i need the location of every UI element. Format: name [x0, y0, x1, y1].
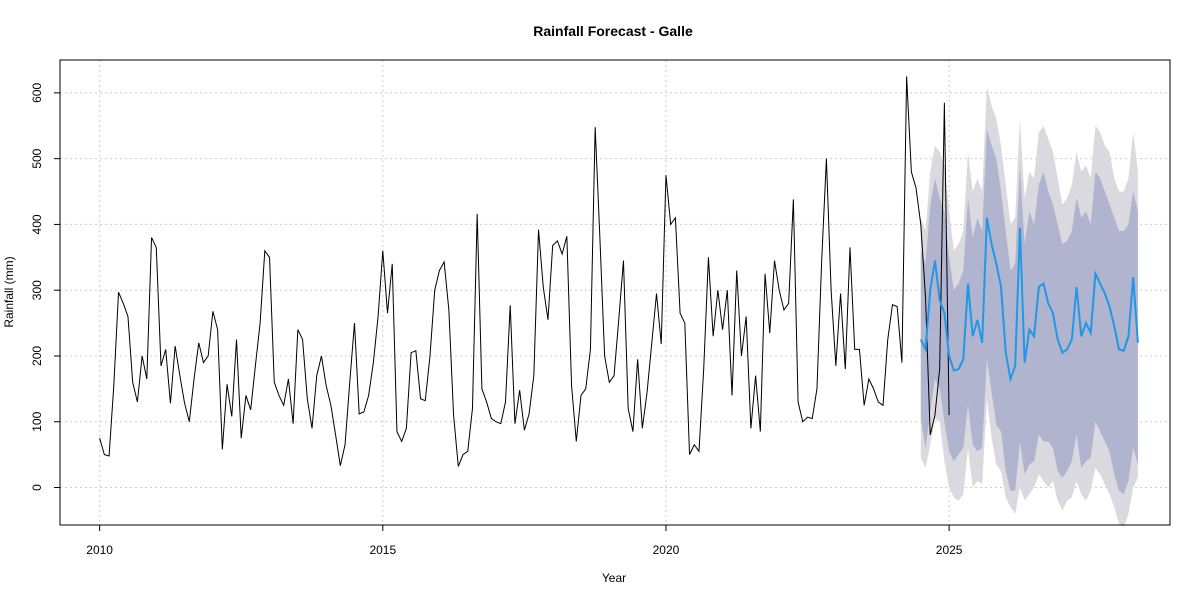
chart-title: Rainfall Forecast - Galle: [533, 23, 693, 39]
x-tick-label: 2020: [653, 543, 680, 557]
x-axis: 2010 2015 2020 2025: [86, 525, 963, 557]
x-axis-label: Year: [602, 571, 626, 585]
y-tick-label: 500: [30, 148, 44, 168]
forecast-mean-line: [919, 217, 1139, 383]
x-tick-label: 2010: [86, 543, 113, 557]
forecast-band-80: [920, 129, 1138, 495]
plot-frame: [59, 59, 1171, 526]
grid: [60, 60, 1170, 525]
y-tick-label: 400: [30, 214, 44, 234]
y-tick-label: 0: [30, 484, 44, 491]
history-line: [99, 76, 950, 467]
y-tick-label: 200: [30, 346, 44, 366]
band-80-layer: [920, 129, 1138, 495]
forecast-series: [919, 217, 1139, 383]
x-tick-label: 2025: [936, 543, 963, 557]
y-axis-label: Rainfall (mm): [2, 256, 16, 327]
history-series: [99, 76, 950, 467]
y-tick-label: 300: [30, 280, 44, 300]
x-tick-label: 2015: [369, 543, 396, 557]
y-tick-label: 100: [30, 411, 44, 431]
y-axis: 0 100 200 300 400 500 600: [30, 83, 60, 491]
y-tick-label: 600: [30, 83, 44, 103]
